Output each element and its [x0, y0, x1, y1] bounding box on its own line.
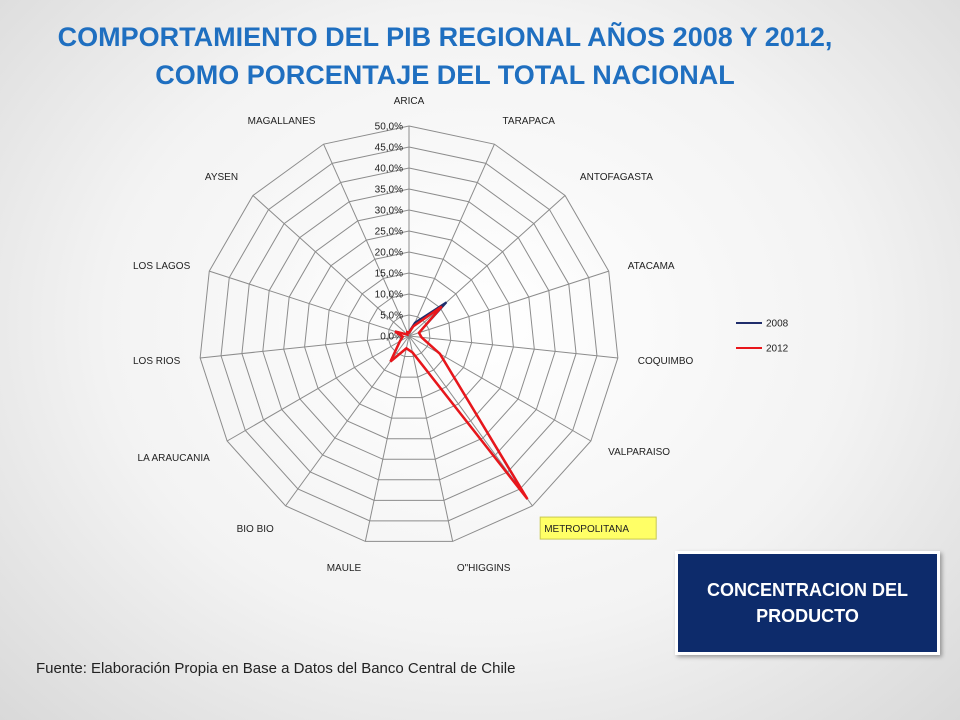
category-label-antofagasta: ANTOFAGASTA [580, 172, 653, 183]
tick-label: 30,0% [375, 206, 403, 217]
grid-ring [220, 146, 598, 522]
category-label-aysen: AYSEN [205, 172, 238, 183]
category-label-maule: MAULE [327, 563, 362, 574]
grid-spoke [408, 335, 454, 542]
grid-spoke [200, 335, 410, 359]
tick-label: 5,0% [380, 311, 403, 322]
chart-title-line-2: COMO PORCENTAJE DEL TOTAL NACIONAL [155, 60, 735, 90]
category-label-atacama: ATACAMA [628, 261, 675, 272]
grid-ring [199, 125, 619, 542]
grid-spoke [323, 143, 410, 337]
tick-label: 0,0% [380, 332, 403, 343]
tick-label: 35,0% [375, 185, 403, 196]
legend-label-2008: 2008 [766, 319, 789, 330]
grid-spoke [364, 335, 410, 542]
series-2012 [389, 305, 529, 500]
grid-ring [345, 272, 473, 399]
legend-label-2012: 2012 [766, 344, 789, 355]
grid-ring [387, 314, 431, 358]
category-label-la-araucania: LA ARAUCANIA [138, 453, 211, 464]
grid-spoke [226, 335, 410, 442]
grid-spoke [252, 195, 410, 337]
grid-spoke [209, 270, 410, 337]
tick-label: 40,0% [375, 164, 403, 175]
category-labels: ARICA TARAPACA ANTOFAGASTA ATACAMA COQUIMBO V… [133, 96, 694, 574]
concentration-callout: CONCENTRACION DEL PRODUCTO [675, 551, 940, 655]
chart-title: COMPORTAMIENTO DEL PIB REGIONAL AÑOS 200… [0, 18, 890, 94]
category-label-los-lagos: LOS LAGOS [133, 261, 191, 272]
data-series [389, 301, 529, 500]
category-label-los-rios: LOS RIOS [133, 356, 181, 367]
grid-ring [283, 209, 535, 460]
source-note: Fuente: Elaboración Propia en Base a Dat… [36, 660, 516, 677]
grid-ring [366, 293, 452, 378]
grid-spoke [285, 335, 410, 507]
radial-tick-labels: 0,0% 5,0% 10,0% 15,0% 20,0% 25,0% 30,0% 35,0% 40… [375, 122, 403, 343]
grid-spoke [408, 270, 609, 337]
grid-spoke [408, 195, 566, 337]
grid-ring [324, 251, 494, 419]
category-label-coquimbo: COQUIMBO [638, 356, 694, 367]
tick-label: 25,0% [375, 227, 403, 238]
grid-ring [241, 167, 577, 501]
category-label-bio-bio: BIO BIO [237, 524, 274, 535]
category-label-o-higgins: O"HIGGINS [457, 563, 511, 574]
tick-label: 45,0% [375, 143, 403, 154]
grid-spoke [408, 335, 618, 359]
chart-title-line-1: COMPORTAMIENTO DEL PIB REGIONAL AÑOS 200… [57, 22, 833, 52]
category-label-metropolitana: METROPOLITANA [544, 524, 629, 535]
grid-spoke [408, 143, 495, 337]
highlight-box [539, 516, 657, 540]
tick-label: 10,0% [375, 290, 403, 301]
tick-label: 50,0% [375, 122, 403, 133]
tick-label: 20,0% [375, 248, 403, 259]
category-label-valparaiso: VALPARAISO [608, 447, 670, 458]
category-label-magallanes: MAGALLANES [248, 116, 316, 127]
legend: 2008 2012 [736, 319, 789, 355]
tick-label: 15,0% [375, 269, 403, 280]
category-label-tarapaca: TARAPACA [503, 116, 556, 127]
grid-ring [262, 188, 556, 481]
grid-ring [304, 230, 514, 440]
category-label-arica: ARICA [394, 96, 425, 107]
